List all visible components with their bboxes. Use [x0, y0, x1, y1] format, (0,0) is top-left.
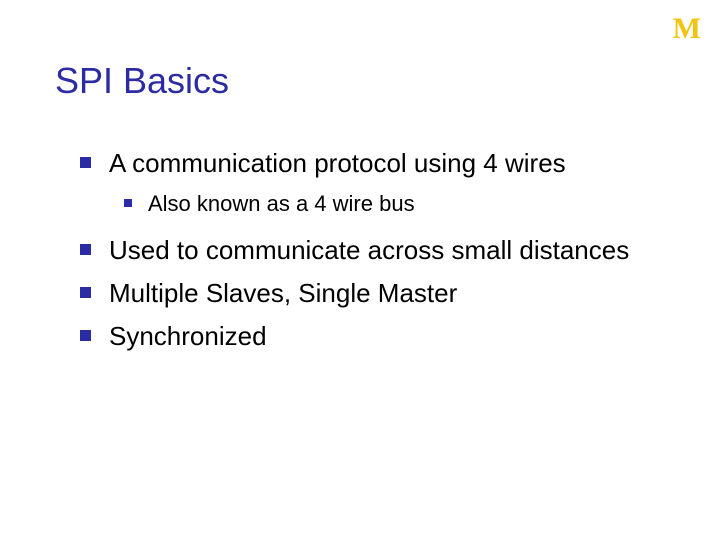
list-item-text: Synchronized: [109, 319, 267, 354]
list-item-text: Used to communicate across small distanc…: [109, 233, 629, 268]
square-bullet-icon: [80, 287, 91, 298]
square-bullet-icon: [80, 157, 91, 168]
square-bullet-icon: [124, 199, 132, 207]
square-bullet-icon: [80, 330, 91, 341]
list-subitem-text: Also known as a 4 wire bus: [148, 189, 415, 219]
list-subitem: Also known as a 4 wire bus: [124, 189, 680, 219]
list-item: Multiple Slaves, Single Master: [80, 276, 680, 311]
list-item-text: A communication protocol using 4 wires: [109, 146, 566, 181]
umich-logo: M: [673, 14, 698, 44]
list-item-text: Multiple Slaves, Single Master: [109, 276, 457, 311]
logo-letter: M: [673, 12, 698, 45]
square-bullet-icon: [80, 244, 91, 255]
slide-body: A communication protocol using 4 wires A…: [80, 146, 680, 362]
list-item: Used to communicate across small distanc…: [80, 233, 680, 268]
slide-title: SPI Basics: [55, 60, 229, 102]
list-item: Synchronized: [80, 319, 680, 354]
list-item: A communication protocol using 4 wires: [80, 146, 680, 181]
